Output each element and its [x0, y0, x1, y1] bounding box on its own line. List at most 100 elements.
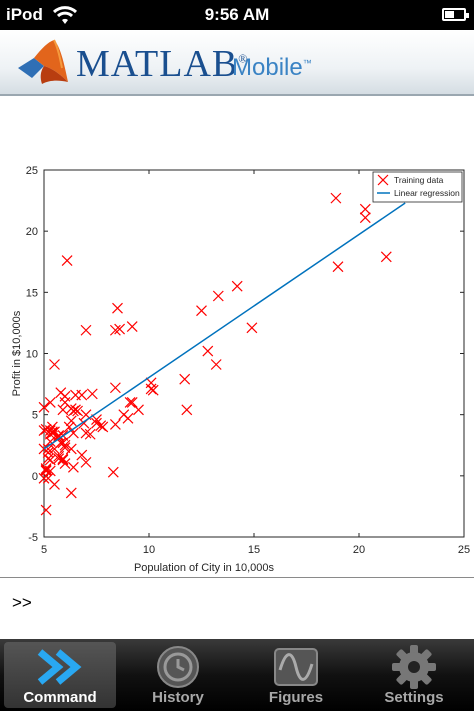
x-axis-label: Population of City in 10,000s: [134, 562, 275, 574]
data-point: [76, 389, 88, 401]
x-tick-label: 20: [353, 544, 365, 556]
data-point: [72, 405, 84, 417]
data-point: [38, 472, 50, 484]
y-tick-label: 20: [26, 226, 38, 238]
sine-wave-icon: [274, 648, 318, 686]
data-point: [210, 359, 222, 370]
data-point: [42, 453, 54, 465]
y-tick-label: 25: [26, 165, 38, 177]
tab-figures-label: Figures: [268, 689, 324, 706]
data-point: [109, 324, 121, 336]
data-point: [65, 415, 77, 427]
data-point: [109, 419, 121, 430]
data-point: [107, 466, 119, 478]
data-point: [40, 465, 52, 477]
y-tick-label: 15: [26, 287, 38, 299]
data-point: [179, 373, 191, 385]
data-point: [59, 458, 71, 470]
data-point: [44, 436, 56, 448]
x-tick-label: 10: [143, 544, 155, 556]
legend-label-training: Training data: [394, 175, 444, 185]
double-chevron-icon: [37, 649, 82, 685]
data-point: [246, 322, 258, 334]
data-point: [212, 290, 224, 302]
data-point: [95, 420, 107, 432]
data-point: [109, 382, 121, 394]
data-point: [67, 461, 79, 473]
data-point: [122, 412, 134, 424]
y-tick-label: 0: [32, 471, 38, 483]
figure-plot[interactable]: 5 10 15 20 25 -5 0 5 10 15 20 25 Population of City …: [0, 150, 474, 580]
x-tick-label: 5: [41, 544, 47, 556]
data-point: [44, 465, 56, 477]
data-point: [42, 472, 54, 484]
data-point: [61, 255, 73, 266]
tab-history-label: History: [152, 689, 204, 706]
data-point: [59, 397, 71, 408]
tab-settings-label: Settings: [384, 689, 444, 706]
data-point: [38, 401, 50, 413]
data-point: [97, 421, 109, 433]
data-point: [80, 427, 92, 439]
data-point: [44, 397, 56, 408]
clock-icon: [157, 646, 199, 688]
data-point: [86, 388, 98, 400]
data-point: [126, 321, 138, 333]
data-point: [380, 251, 392, 263]
data-point: [359, 203, 371, 215]
data-point: [46, 426, 58, 438]
matlab-logo-icon: [18, 39, 68, 84]
data-point: [44, 454, 56, 466]
y-tick-label: 10: [26, 349, 38, 361]
data-point: [80, 324, 92, 336]
data-point: [126, 397, 138, 408]
data-point: [49, 426, 60, 438]
data-point: [70, 404, 81, 416]
carrier-label: iPod: [6, 5, 43, 24]
data-point: [133, 404, 144, 416]
tab-command[interactable]: Command: [4, 642, 116, 708]
data-point: [67, 427, 79, 439]
data-point: [112, 302, 123, 314]
x-tick-label: 15: [248, 544, 260, 556]
data-point: [196, 305, 207, 317]
app-header: MATLAB® Mobile™: [0, 30, 474, 96]
data-point: [330, 192, 342, 204]
tab-bar: Command History Figures Settings: [0, 639, 474, 711]
data-point: [44, 425, 56, 436]
battery-icon: [442, 8, 469, 21]
data-point: [40, 464, 52, 476]
data-point: [147, 384, 159, 396]
data-point: [124, 397, 136, 408]
legend-marker-training: [377, 174, 389, 186]
data-point: [80, 456, 92, 468]
y-axis-label: Profit in $10,000s: [11, 310, 23, 396]
data-point: [84, 428, 96, 440]
data-point: [181, 404, 193, 416]
clock-time: 9:56 AM: [204, 5, 270, 24]
data-point: [202, 345, 214, 357]
data-point: [53, 450, 65, 462]
tab-history[interactable]: History: [122, 642, 234, 708]
chart-legend: [372, 171, 463, 203]
tab-figures[interactable]: Figures: [240, 642, 352, 708]
data-point: [76, 449, 88, 461]
data-point: [359, 212, 371, 224]
tab-settings[interactable]: Settings: [358, 642, 470, 708]
plot-axes-box: [43, 169, 465, 538]
app-subtitle-text: Mobile™: [232, 54, 312, 81]
data-point: [231, 280, 243, 292]
command-prompt: >>: [12, 593, 32, 612]
tab-command-label: Command: [23, 689, 97, 706]
gear-icon: [392, 645, 436, 689]
data-point: [114, 323, 126, 335]
legend-label-regression: Linear regression: [394, 188, 460, 198]
battery-fill: [445, 11, 454, 18]
data-point: [65, 443, 77, 455]
data-point: [40, 504, 52, 516]
app-name-text: MATLAB®: [76, 43, 249, 85]
data-point: [65, 487, 77, 499]
command-window[interactable]: >>: [0, 577, 474, 640]
y-tick-label: -5: [28, 532, 38, 544]
wifi-icon: [52, 6, 78, 24]
